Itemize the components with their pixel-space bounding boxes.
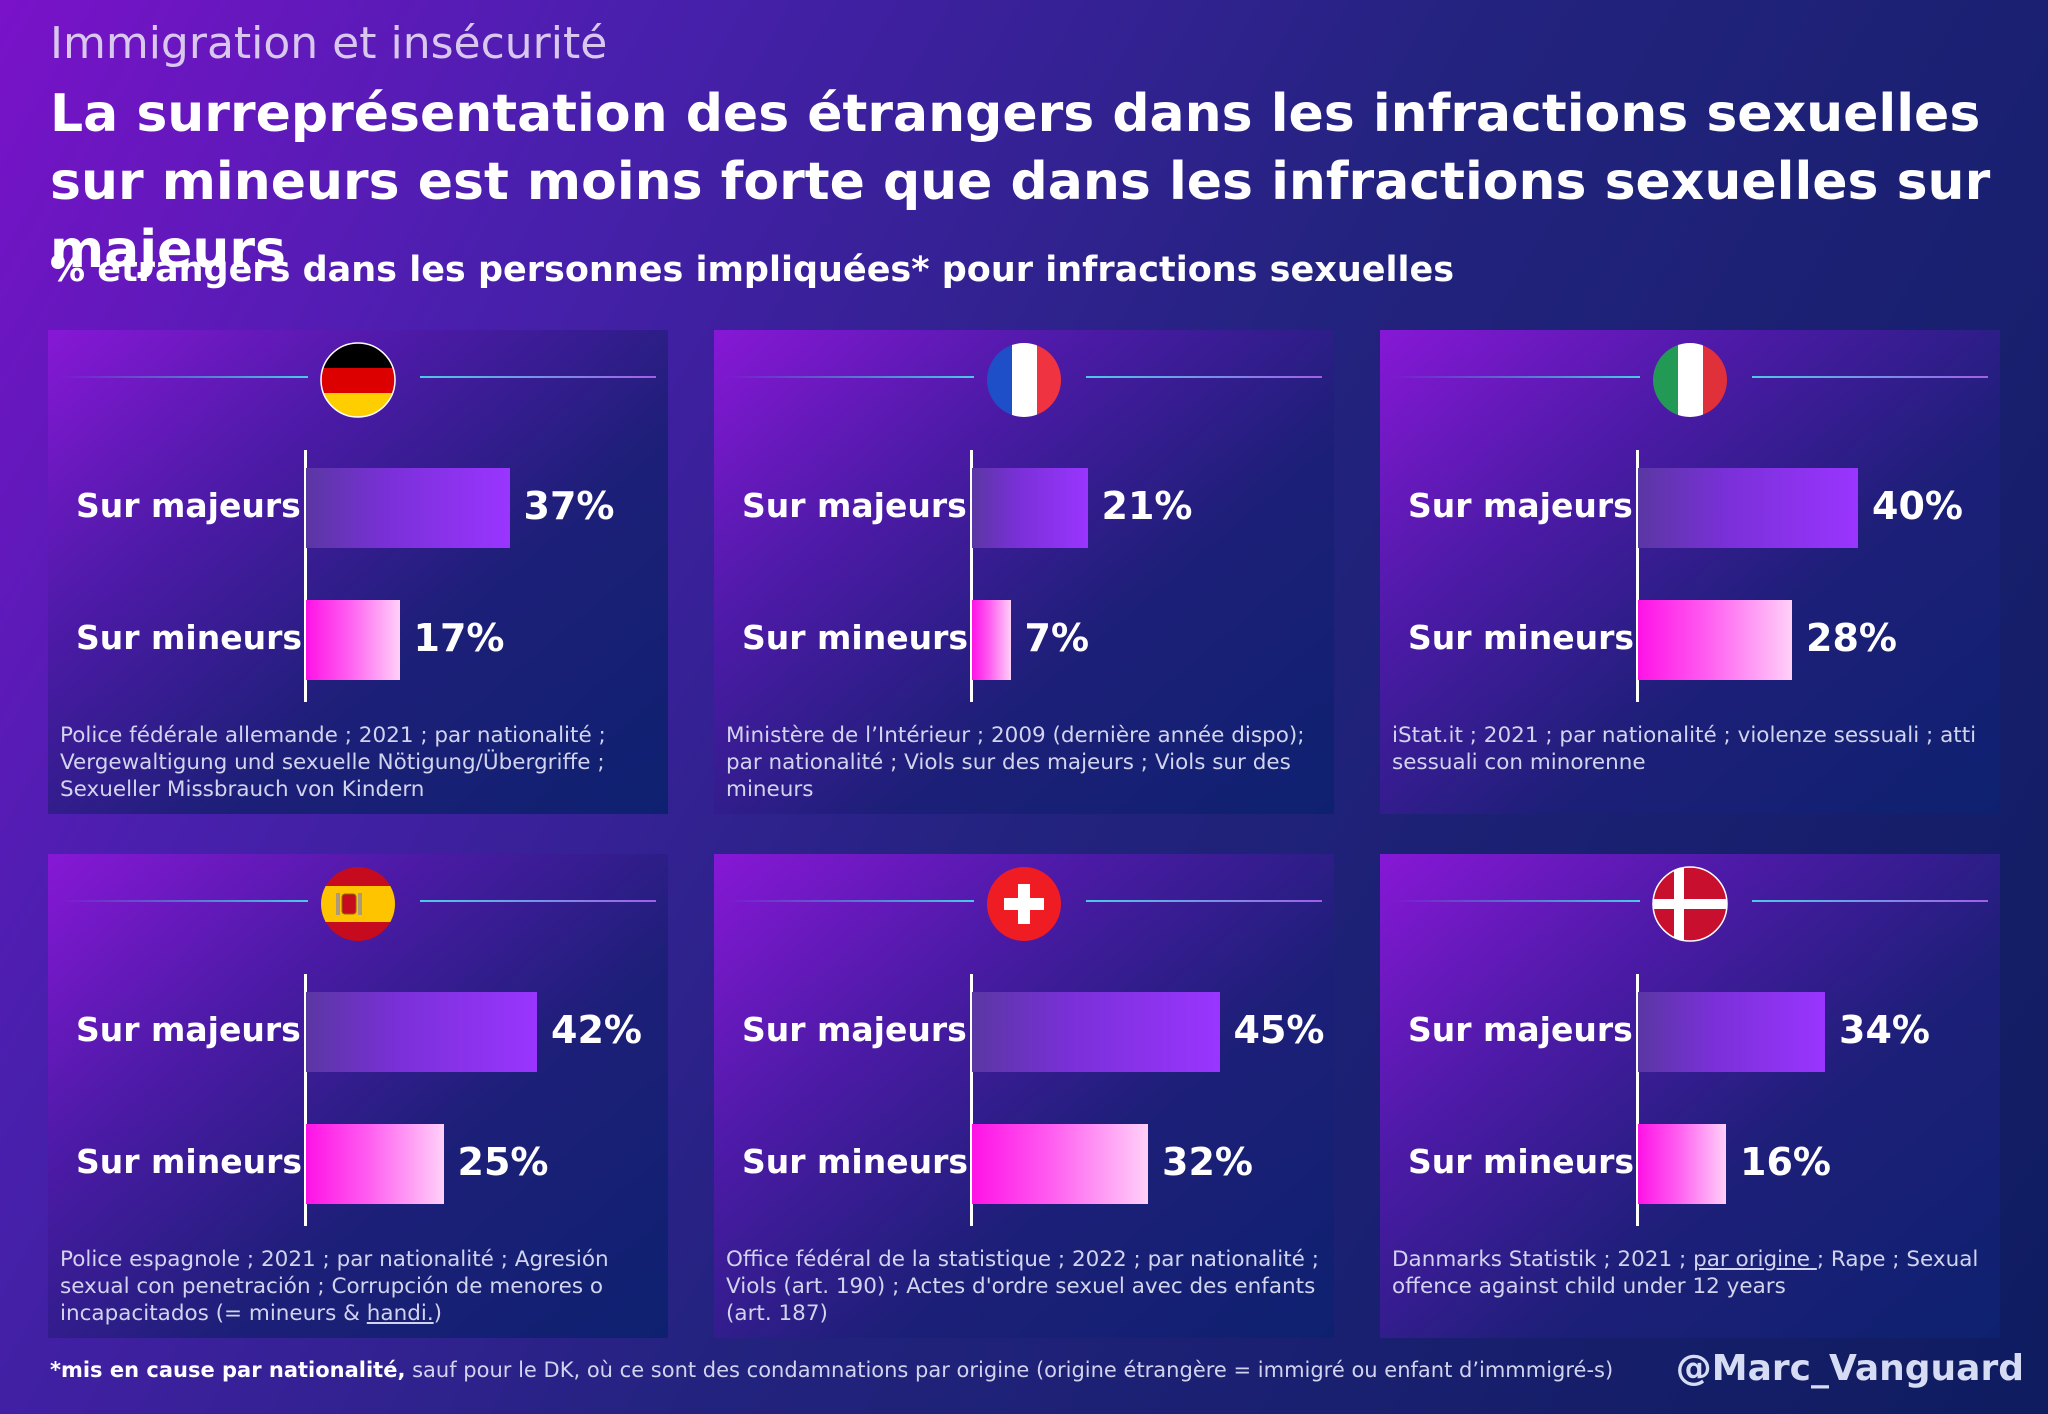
source-text: Ministère de l’Intérieur ; 2009 (dernièr… <box>726 723 1305 802</box>
bar-majeurs <box>306 468 510 548</box>
germany-flag-icon <box>320 342 396 418</box>
category-label-majeurs: Sur majeurs <box>1408 1010 1633 1049</box>
bar-axis <box>970 450 973 702</box>
footnote-bold: *mis en cause par nationalité, <box>50 1358 406 1382</box>
source-text: Office fédéral de la statistique ; 2022 … <box>726 1247 1319 1326</box>
spain-flag-icon <box>321 867 395 941</box>
chart-title: La surreprésentation des étrangers dans … <box>50 84 1991 280</box>
footnote-text: sauf pour le DK, où ce sont des condamna… <box>405 1358 1614 1382</box>
category-label-majeurs: Sur majeurs <box>76 486 301 525</box>
divider-line <box>1086 376 1322 378</box>
value-label-majeurs: 21% <box>1101 484 1193 528</box>
source-text: ; Rape ; Sexual offence against child un… <box>1392 1247 1979 1299</box>
bar-majeurs <box>972 468 1088 548</box>
source-note: Office fédéral de la statistique ; 2022 … <box>726 1246 1326 1327</box>
source-note: iStat.it ; 2021 ; par nationalité ; viol… <box>1392 722 1992 776</box>
category-label-mineurs: Sur mineurs <box>742 1142 969 1181</box>
source-text: ) <box>433 1301 443 1326</box>
source-note: Ministère de l’Intérieur ; 2009 (dernièr… <box>726 722 1326 803</box>
divider-line <box>1392 900 1640 902</box>
kicker: Immigration et insécurité <box>50 18 608 69</box>
value-label-majeurs: 34% <box>1839 1008 1930 1052</box>
chart-subtitle: % étrangers dans les personnes impliquée… <box>50 250 1455 290</box>
bar-mineurs <box>306 1124 444 1204</box>
denmark-flag-icon <box>1652 866 1728 942</box>
divider-line <box>1392 376 1640 378</box>
source-text: par origine <box>1693 1247 1817 1272</box>
source-note: Danmarks Statistik ; 2021 ; par origine … <box>1392 1246 1992 1300</box>
category-label-majeurs: Sur majeurs <box>742 1010 967 1049</box>
divider-line <box>1086 900 1322 902</box>
bar-mineurs <box>1638 1124 1726 1204</box>
source-text: Police fédérale allemande ; 2021 ; par n… <box>60 723 606 802</box>
category-label-majeurs: Sur majeurs <box>76 1010 301 1049</box>
divider-line <box>420 900 656 902</box>
bar-majeurs <box>1638 468 1858 548</box>
bar-mineurs <box>1638 600 1792 680</box>
bar-axis <box>304 450 307 702</box>
source-text: iStat.it ; 2021 ; par nationalité ; viol… <box>1392 723 1977 775</box>
value-label-mineurs: 17% <box>413 616 505 660</box>
divider-line <box>726 376 974 378</box>
source-text: Police espagnole ; 2021 ; par nationalit… <box>60 1247 609 1326</box>
value-label-majeurs: 40% <box>1872 484 1963 528</box>
bar-axis <box>1636 450 1639 702</box>
value-label-majeurs: 45% <box>1233 1008 1325 1052</box>
country-panel: Sur majeurs 45% Sur mineurs 32% Office fédér… <box>714 854 1334 1338</box>
value-label-majeurs: 37% <box>523 484 615 528</box>
footnote: *mis en cause par nationalité, sauf pour… <box>50 1358 1613 1382</box>
value-label-majeurs: 42% <box>551 1008 642 1052</box>
bar-majeurs <box>972 992 1220 1072</box>
bar-mineurs <box>972 600 1011 680</box>
country-panel: Sur majeurs 42% Sur mineurs 25% Police espag… <box>48 854 668 1338</box>
category-label-mineurs: Sur mineurs <box>742 618 969 657</box>
country-panel: Sur majeurs 34% Sur mineurs 16% Danmarks Sta… <box>1380 854 2000 1338</box>
source-text: Danmarks Statistik ; 2021 ; <box>1392 1247 1694 1272</box>
value-label-mineurs: 25% <box>457 1140 549 1184</box>
country-panel: Sur majeurs 37% Sur mineurs 17% Police fédér… <box>48 330 668 814</box>
value-label-mineurs: 7% <box>1024 616 1090 660</box>
divider-line <box>60 900 308 902</box>
divider-line <box>1752 376 1988 378</box>
divider-line <box>726 900 974 902</box>
category-label-mineurs: Sur mineurs <box>1408 1142 1635 1181</box>
source-note: Police espagnole ; 2021 ; par nationalit… <box>60 1246 660 1327</box>
source-note: Police fédérale allemande ; 2021 ; par n… <box>60 722 660 803</box>
country-panel: Sur majeurs 21% Sur mineurs 7% Ministère de … <box>714 330 1334 814</box>
bar-mineurs <box>972 1124 1148 1204</box>
author-handle: @Marc_Vanguard <box>1675 1348 2024 1389</box>
source-text: handi. <box>366 1301 434 1326</box>
value-label-mineurs: 28% <box>1806 616 1897 660</box>
category-label-mineurs: Sur mineurs <box>1408 618 1635 657</box>
value-label-mineurs: 32% <box>1162 1140 1253 1184</box>
bar-mineurs <box>306 600 400 680</box>
divider-line <box>420 376 656 378</box>
category-label-majeurs: Sur majeurs <box>742 486 967 525</box>
category-label-mineurs: Sur mineurs <box>76 1142 303 1181</box>
divider-line <box>1752 900 1988 902</box>
bar-axis <box>1636 974 1639 1226</box>
category-label-majeurs: Sur majeurs <box>1408 486 1633 525</box>
france-flag-icon <box>987 343 1061 417</box>
bar-axis <box>304 974 307 1226</box>
bar-axis <box>970 974 973 1226</box>
italy-flag-icon <box>1653 343 1727 417</box>
bar-majeurs <box>306 992 537 1072</box>
switzerland-flag-icon <box>987 867 1061 941</box>
value-label-mineurs: 16% <box>1740 1140 1831 1184</box>
divider-line <box>60 376 308 378</box>
category-label-mineurs: Sur mineurs <box>76 618 303 657</box>
bar-majeurs <box>1638 992 1825 1072</box>
country-panel: Sur majeurs 40% Sur mineurs 28% iStat.it ; 2… <box>1380 330 2000 814</box>
